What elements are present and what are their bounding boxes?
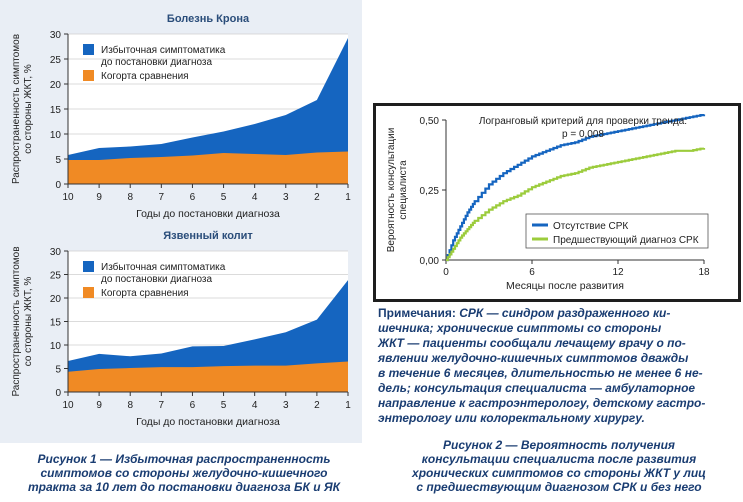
legend-label-comparison: Когорта сравнения [101, 288, 189, 299]
chart-2-title: Язвенный колит [163, 230, 253, 242]
x-tick-label: 2 [314, 400, 320, 411]
series-area-comparison [68, 361, 348, 392]
ibs-km-chart: 0,00 0,25 0,50 0 6 12 18 Месяцы после развития В… [386, 114, 710, 292]
annotation-line2: p = 0,008 [562, 129, 604, 140]
x-tick-label: 4 [252, 192, 258, 203]
caption-line: симптомов со стороны желудочно-кишечного [40, 466, 328, 480]
chart-1-title: Болезнь Крона [166, 13, 250, 25]
notes-line: дель; консультация специалиста — амбулат… [378, 381, 696, 395]
y-tick-label: 0 [55, 388, 61, 399]
y-tick-label: 20 [50, 294, 62, 305]
y-axis-label-line1: Распространенность симптомов [11, 246, 22, 396]
x-axis-label: Годы до постановки диагноза [136, 208, 280, 220]
series-line-no-ibs [446, 114, 706, 262]
figure-2-notes: Примечания: СРК — синдром раздраженного … [378, 306, 740, 426]
x-tick-label: 5 [221, 400, 227, 411]
y-tick-label: 5 [55, 155, 61, 166]
x-tick-label: 5 [221, 192, 227, 203]
x-tick-label: 0 [443, 267, 449, 278]
legend-swatch-excess [83, 44, 94, 55]
y-axis-label-line2: со стороны ЖКТ, % [23, 277, 34, 367]
x-tick-label: 8 [127, 400, 133, 411]
x-tick-label: 9 [96, 192, 102, 203]
x-tick-label: 18 [698, 267, 710, 278]
series-area-excess [68, 38, 348, 184]
legend-label-excess-line1: Избыточная симптоматика [101, 44, 226, 56]
notes-line: ЖКТ — пациенты сообщали лечащему врачу о… [378, 336, 686, 350]
y-tick-label: 30 [50, 247, 62, 258]
x-tick-label: 4 [252, 400, 258, 411]
x-tick-label: 6 [190, 192, 196, 203]
notes-line: шечника; хронические симптомы со стороны [378, 321, 662, 335]
legend-swatch-comparison [83, 70, 94, 81]
caption-line: консультации специалиста после развития [421, 452, 697, 466]
y-tick-label: 30 [50, 30, 62, 41]
y-tick-label: 0,25 [420, 186, 440, 197]
y-axis-label-line2: специалиста [398, 160, 409, 220]
x-tick-label: 2 [314, 192, 320, 203]
notes-line: явлении желудочно-кишечных симптомов два… [378, 351, 689, 365]
y-tick-label: 10 [50, 130, 62, 141]
notes-line: энтерологу или колоректальному хирургу. [378, 411, 645, 425]
x-tick-label: 6 [529, 267, 535, 278]
y-tick-label: 25 [50, 55, 62, 66]
caption-line: Рисунок 2 — Вероятность получения [443, 438, 675, 452]
notes-line: СРК — синдром раздраженного ки- [459, 306, 671, 320]
legend-label-excess-line1: Избыточная симптоматика [101, 261, 226, 273]
y-tick-label: 0 [55, 180, 61, 191]
y-tick-label: 5 [55, 365, 61, 376]
caption-line: Рисунок 1 — Избыточная распространенност… [37, 452, 331, 466]
y-tick-label: 0,00 [420, 256, 440, 267]
notes-line: в течение 6 месяцев, длительностью не ме… [378, 366, 703, 380]
series-area-comparison [68, 151, 348, 184]
y-axis-label-line1: Вероятность консультации [386, 128, 397, 253]
x-tick-label: 10 [62, 192, 74, 203]
x-tick-label: 9 [96, 400, 102, 411]
legend-swatch-excess [83, 261, 94, 272]
x-axis-label: Месяцы после развития [506, 280, 624, 292]
notes-label: Примечания: [378, 306, 456, 320]
legend-box [525, 213, 709, 249]
annotation-line1: Логранговый критерий для проверки тренда… [479, 116, 687, 127]
uc-area-chart: 0 5 10 15 20 25 30 10 9 8 7 6 5 4 3 2 1 Годы до постановк… [11, 246, 351, 428]
x-tick-label: 3 [283, 192, 289, 203]
x-axis-label: Годы до постановки диагноза [136, 416, 280, 428]
x-tick-label: 7 [159, 400, 165, 411]
caption-line: хронических симптомов со стороны ЖКТ у л… [412, 466, 706, 480]
figure-1-caption: Рисунок 1 — Избыточная распространенност… [0, 452, 368, 494]
x-tick-label: 8 [127, 192, 133, 203]
caption-line: тракта за 10 лет до постановки диагноза … [27, 480, 341, 494]
y-axis-label-line1: Распространенность симптомов [11, 34, 22, 184]
legend-label-no-ibs: Отсутствие СРК [553, 221, 628, 232]
x-tick-label: 1 [345, 400, 351, 411]
x-tick-label: 3 [283, 400, 289, 411]
x-tick-label: 10 [62, 400, 74, 411]
series-line-prior-ibs [446, 147, 706, 262]
y-tick-label: 25 [50, 271, 62, 282]
caption-line: с предшествующим диагнозом СРК и без нег… [416, 480, 702, 494]
x-tick-label: 12 [612, 267, 624, 278]
crohn-area-chart: 0 5 10 15 20 25 30 10 9 8 7 6 5 4 3 2 1 Годы до постановк… [11, 30, 351, 220]
y-tick-label: 15 [50, 105, 62, 116]
legend-label-excess-line2: до постановки диагноза [101, 57, 213, 68]
notes-line: направление к гастроэнтерологу, детскому… [378, 396, 706, 410]
legend-label-prior-ibs: Предшествующий диагноз СРК [553, 235, 699, 246]
legend-swatch-comparison [83, 287, 94, 298]
y-tick-label: 0,50 [420, 116, 440, 127]
series-area-excess [68, 280, 348, 392]
legend-label-excess-line2: до постановки диагноза [101, 274, 213, 285]
x-tick-label: 7 [159, 192, 165, 203]
figure-2-caption: Рисунок 2 — Вероятность получения консул… [378, 438, 740, 494]
x-tick-label: 6 [190, 400, 196, 411]
legend-label-comparison: Когорта сравнения [101, 71, 189, 82]
y-axis-label-line2: со стороны ЖКТ, % [23, 64, 34, 154]
x-tick-label: 1 [345, 192, 351, 203]
y-tick-label: 10 [50, 341, 62, 352]
figure-2-panel [373, 103, 741, 302]
y-tick-label: 15 [50, 318, 62, 329]
y-tick-label: 20 [50, 80, 62, 91]
